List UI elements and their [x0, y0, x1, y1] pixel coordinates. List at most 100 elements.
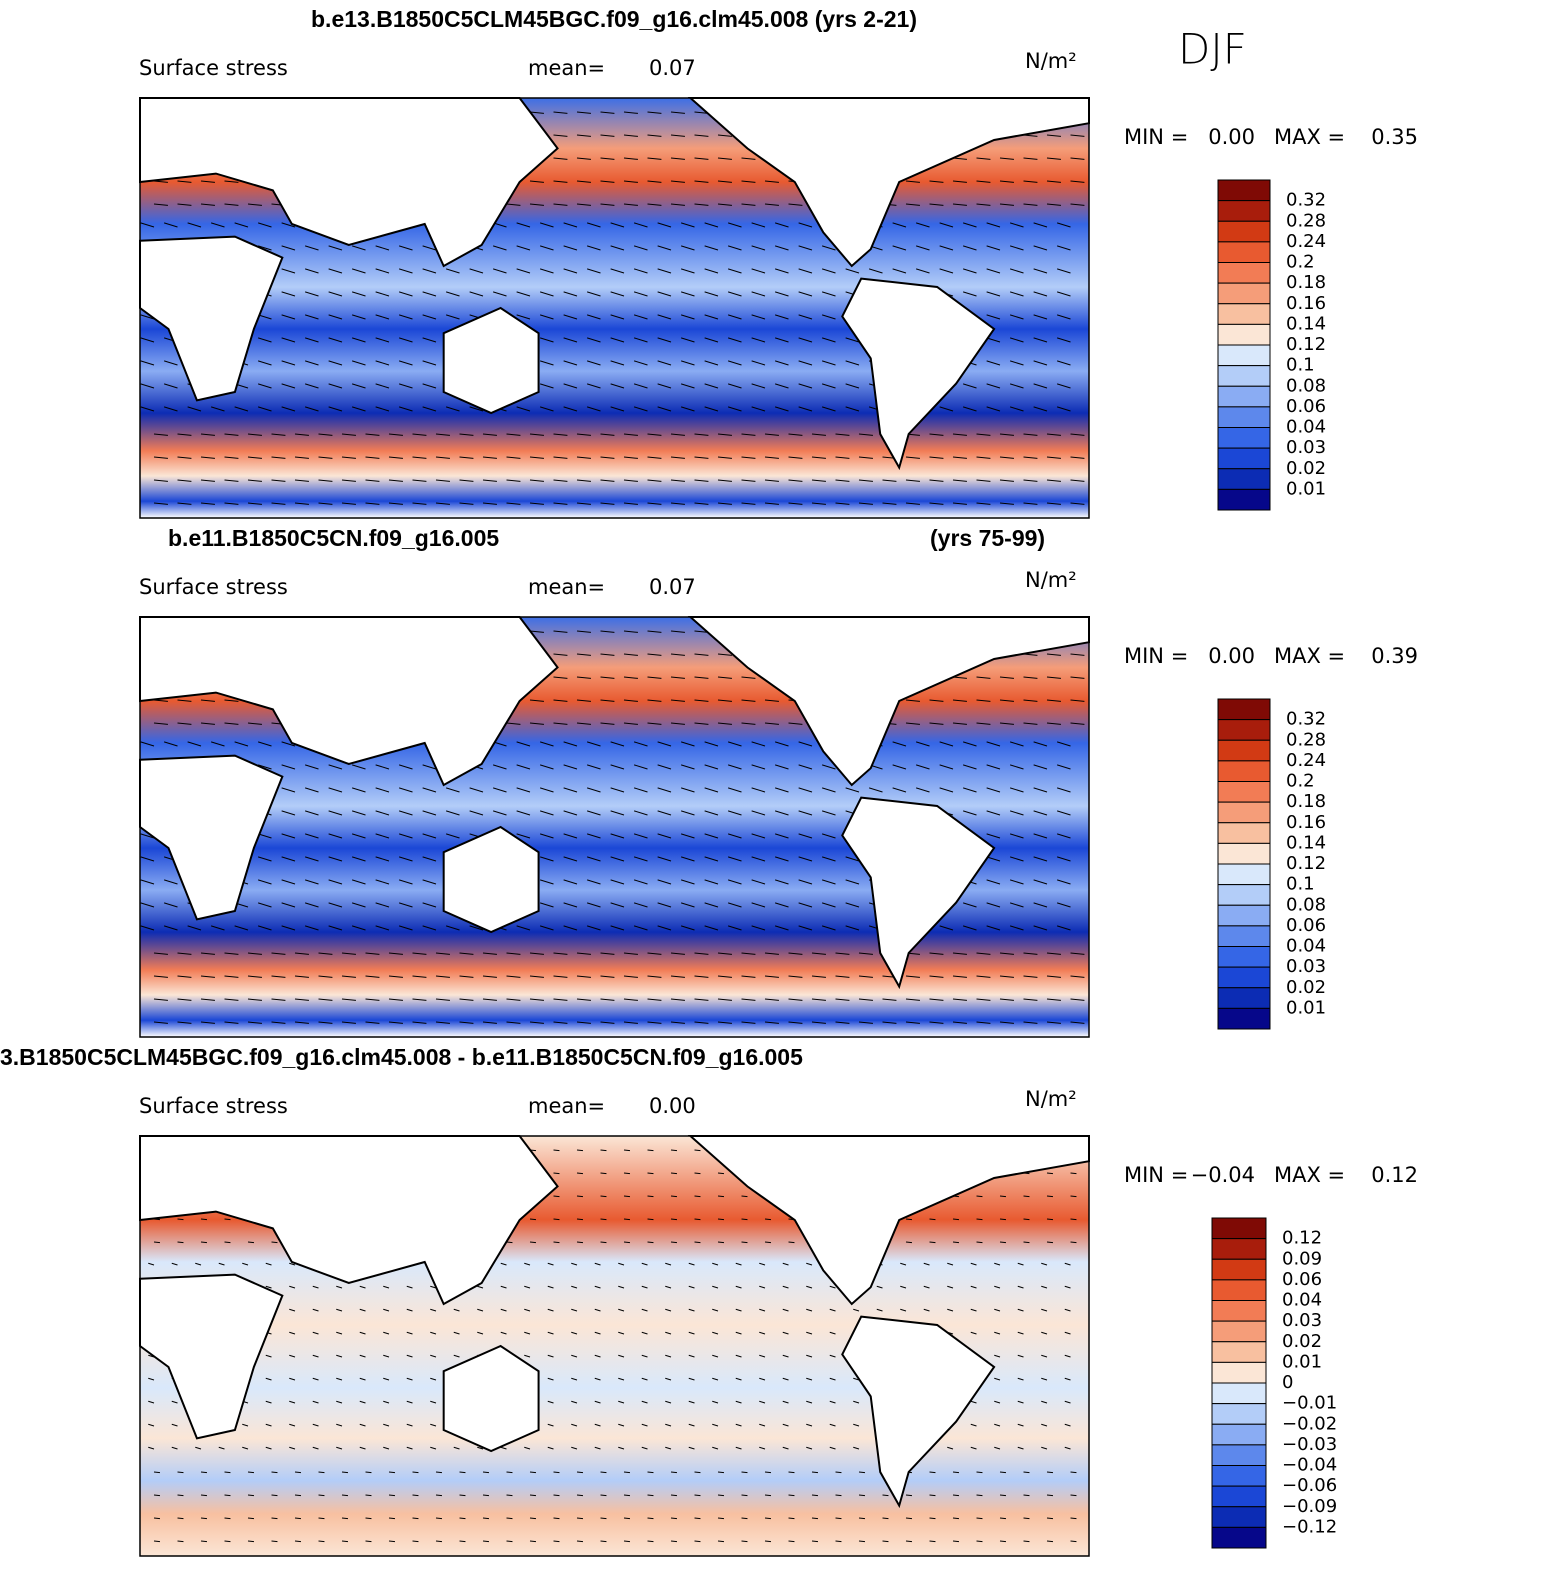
wind-arrow	[694, 1172, 701, 1175]
wind-arrow	[553, 722, 568, 725]
wind-arrow	[647, 1149, 654, 1152]
wind-arrow	[1046, 479, 1061, 482]
wind-arrow	[318, 1471, 325, 1474]
wind-arrow	[1023, 203, 1038, 206]
wind-arrow	[328, 360, 343, 366]
wind-arrow	[657, 925, 672, 931]
wind-arrow	[482, 1540, 490, 1543]
wind-arrow	[741, 676, 756, 679]
wind-arrow	[999, 1494, 1007, 1497]
wind-arrow	[177, 1241, 184, 1244]
wind-arrow	[798, 360, 813, 366]
wind-arrow	[853, 1423, 860, 1427]
map-frame	[139, 97, 1090, 519]
wind-arrow	[224, 975, 239, 978]
wind-arrow	[148, 1423, 155, 1427]
wind-arrow	[905, 998, 920, 1001]
colorbar-label: 0.03	[1286, 437, 1326, 458]
wind-arrow	[459, 975, 474, 978]
wind-arrow	[600, 157, 615, 160]
wind-arrow	[398, 787, 413, 793]
wind-arrow	[727, 245, 742, 251]
landmass	[139, 1273, 284, 1440]
wind-arrow	[717, 1517, 725, 1520]
wind-arrow	[271, 1494, 278, 1497]
colorbar-label: 0.12	[1286, 334, 1326, 355]
wind-arrow	[788, 1494, 795, 1497]
wind-arrow	[398, 291, 413, 297]
wind-arrow	[177, 433, 192, 436]
wind-arrow	[1046, 1195, 1054, 1198]
wind-arrow	[492, 245, 507, 251]
wind-arrow	[435, 502, 450, 505]
wind-arrow	[576, 502, 591, 505]
wind-arrow	[469, 268, 484, 274]
wind-arrow	[694, 180, 709, 183]
colorbar-box	[1217, 801, 1271, 824]
wind-arrow	[633, 383, 648, 389]
wind-arrow	[704, 337, 719, 343]
wind-arrow	[586, 222, 601, 228]
wind-arrow	[704, 925, 719, 931]
wind-arrow	[811, 456, 826, 459]
wind-arrow	[764, 433, 779, 436]
wind-arrow	[140, 406, 155, 412]
wind-arrow	[351, 360, 366, 366]
wind-arrow	[735, 1308, 742, 1312]
wind-arrow	[962, 741, 977, 747]
wind-arrow	[576, 479, 591, 482]
wind-arrow	[1023, 1021, 1038, 1024]
wind-arrow	[516, 314, 531, 320]
wind-arrow	[1046, 676, 1061, 679]
wind-arrow	[764, 699, 779, 702]
wind-arrow	[670, 1149, 678, 1152]
wind-arrow	[1056, 856, 1071, 862]
wind-arrow	[774, 787, 789, 793]
wind-arrow	[704, 879, 719, 885]
wind-arrow	[821, 925, 836, 931]
wind-arrow	[657, 337, 672, 343]
wind-arrow	[680, 291, 695, 297]
wind-arrow	[500, 1285, 507, 1289]
wind-arrow	[224, 1218, 231, 1221]
wind-arrow	[224, 952, 239, 955]
wind-arrow	[1041, 1285, 1048, 1289]
colorbar-label: 0.12	[1282, 1228, 1322, 1249]
wind-arrow	[1046, 203, 1061, 206]
wind-arrow	[500, 1262, 507, 1266]
wind-arrow	[623, 111, 638, 114]
wind-arrow	[153, 1517, 161, 1520]
wind-arrow	[811, 975, 826, 978]
wind-arrow	[576, 180, 591, 183]
wind-arrow	[759, 1446, 766, 1450]
wind-arrow	[453, 1354, 460, 1358]
wind-arrow	[281, 314, 296, 320]
wind-arrow	[492, 268, 507, 274]
wind-arrow	[962, 222, 977, 228]
wind-arrow	[210, 925, 225, 931]
wind-arrow	[788, 1517, 795, 1520]
wind-arrow	[365, 1517, 372, 1520]
wind-arrow	[265, 1377, 272, 1381]
wind-arrow	[1070, 479, 1085, 482]
wind-arrow	[1056, 787, 1071, 793]
wind-arrow	[952, 456, 967, 459]
wind-arrow	[341, 502, 356, 505]
wind-arrow	[835, 1517, 842, 1520]
wind-arrow	[200, 1517, 208, 1520]
wind-arrow	[281, 222, 296, 228]
wind-arrow	[821, 245, 836, 251]
wind-arrow	[952, 1517, 960, 1520]
wind-arrow	[247, 1494, 255, 1497]
wind-arrow	[281, 245, 296, 251]
wind-arrow	[774, 810, 789, 816]
wind-arrow	[435, 433, 450, 436]
wind-arrow	[328, 787, 343, 793]
wind-arrow	[633, 856, 648, 862]
wind-arrow	[670, 952, 685, 955]
wind-arrow	[986, 833, 1001, 839]
wind-arrow	[811, 502, 826, 505]
wind-arrow	[717, 502, 732, 505]
wind-arrow	[929, 502, 944, 505]
wind-arrow	[422, 810, 437, 816]
